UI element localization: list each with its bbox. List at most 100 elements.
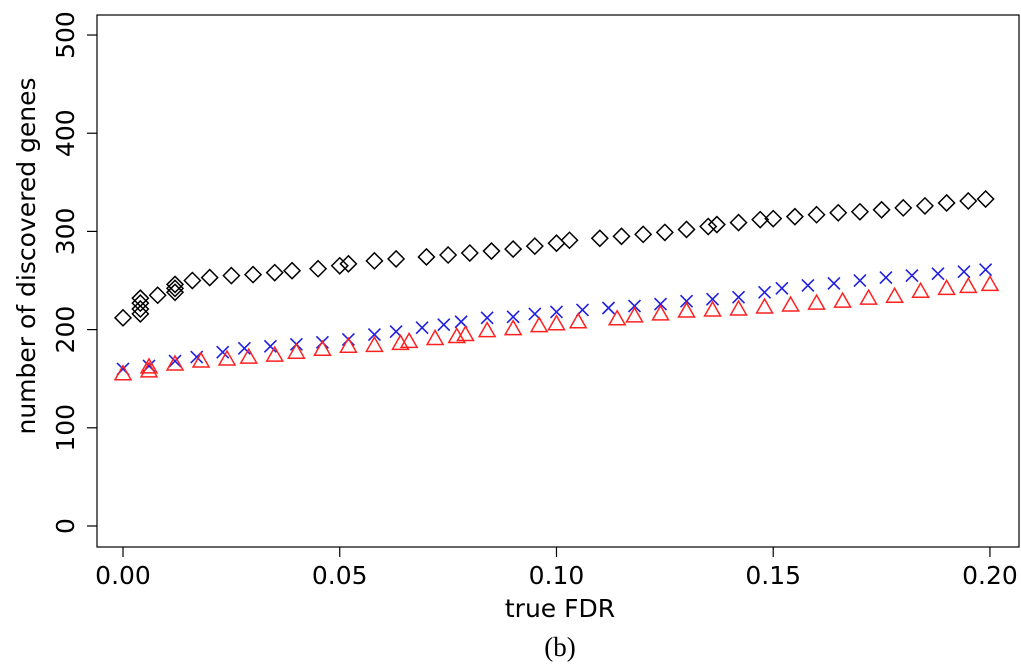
point [625, 306, 644, 323]
point [217, 349, 237, 366]
point [731, 290, 746, 304]
point [525, 237, 544, 256]
point [460, 243, 479, 263]
point [651, 304, 670, 321]
point [165, 283, 185, 302]
point [339, 336, 358, 354]
point [243, 265, 263, 284]
point [131, 304, 150, 323]
point [265, 345, 285, 362]
point [979, 263, 993, 277]
point [139, 357, 159, 374]
point [200, 268, 219, 287]
caption: (b) [544, 632, 575, 662]
y-tick-label: 300 [51, 208, 80, 256]
point [959, 191, 978, 211]
point [729, 299, 748, 316]
point [506, 310, 520, 324]
point [757, 285, 772, 299]
point [265, 263, 284, 282]
point [148, 286, 167, 305]
point [339, 254, 358, 273]
x-tick-label: 0.05 [312, 561, 368, 590]
point [980, 274, 1000, 292]
point [287, 342, 306, 359]
point [131, 299, 150, 319]
point [707, 215, 726, 234]
point [653, 297, 668, 311]
point [399, 331, 419, 349]
point [387, 249, 406, 268]
point [853, 273, 867, 288]
point [833, 291, 852, 308]
point [165, 275, 185, 294]
point [480, 311, 494, 325]
y-tick-label: 500 [51, 11, 80, 59]
point [807, 205, 826, 224]
point [785, 207, 804, 226]
point [807, 293, 826, 310]
point [216, 345, 230, 359]
point [131, 289, 150, 308]
point [365, 335, 384, 353]
point [547, 234, 566, 253]
point [165, 354, 185, 371]
y-tick-label: 200 [51, 306, 80, 354]
point [885, 286, 904, 303]
point [905, 269, 919, 283]
point [439, 245, 458, 265]
point [634, 225, 653, 244]
point [703, 300, 722, 317]
point [859, 288, 878, 305]
y-tick-label: 400 [51, 109, 80, 157]
point [764, 209, 783, 228]
point [829, 203, 848, 222]
point [590, 229, 609, 248]
point [677, 220, 696, 239]
point [607, 309, 627, 326]
x-axis-label: true FDR [505, 594, 615, 623]
point [330, 256, 349, 275]
point [415, 321, 429, 335]
point [894, 198, 913, 217]
point [367, 327, 381, 342]
point [911, 281, 930, 299]
y-axis-label: number of discovered genes [12, 77, 41, 434]
point [503, 319, 523, 336]
point [937, 278, 956, 296]
point [627, 299, 642, 313]
point [568, 312, 588, 329]
point [781, 295, 800, 312]
plot-frame [96, 14, 1020, 548]
point [915, 196, 934, 215]
point [283, 261, 302, 280]
point [679, 294, 694, 308]
x-tick-label: 0.15 [745, 561, 801, 590]
point [309, 259, 328, 278]
point [113, 308, 133, 327]
point [655, 223, 674, 242]
point [549, 305, 564, 319]
point [547, 314, 566, 331]
point [222, 266, 241, 285]
point [482, 241, 501, 261]
point [729, 213, 748, 232]
point [239, 347, 259, 364]
point [131, 294, 150, 313]
y-tick-label: 0 [51, 518, 80, 534]
point [313, 339, 332, 356]
point [976, 189, 995, 209]
point [801, 278, 815, 292]
point [827, 276, 841, 291]
point [775, 281, 789, 295]
point [365, 251, 384, 270]
point [191, 351, 211, 368]
point [937, 193, 956, 212]
point [755, 297, 774, 314]
point [677, 301, 696, 318]
point [879, 270, 893, 285]
point [425, 328, 445, 346]
point [263, 339, 277, 353]
point [139, 361, 159, 378]
